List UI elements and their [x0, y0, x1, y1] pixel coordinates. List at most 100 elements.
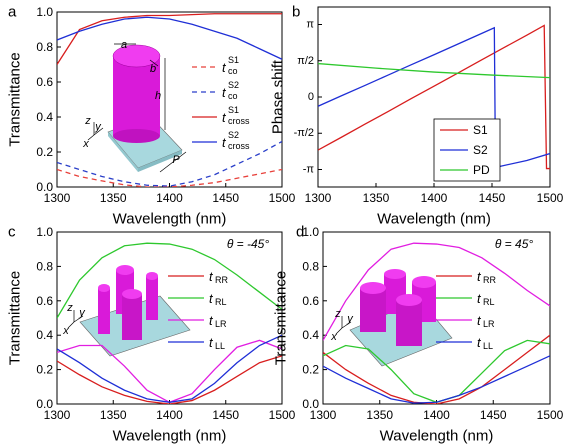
legend-entry: PD	[473, 163, 490, 177]
data-line	[57, 17, 282, 59]
legend-sup: S2	[228, 80, 239, 90]
inset-label: z	[334, 308, 341, 320]
inset-d	[336, 269, 452, 366]
x-tick-label: 1500	[269, 191, 296, 205]
data-line	[318, 64, 550, 78]
legend-name: S1	[473, 123, 488, 137]
y-tick-label: π	[306, 19, 314, 31]
x-tick-label: 1450	[480, 408, 507, 422]
legend-sub: LR	[483, 319, 495, 329]
y-axis-label: Transmittance	[7, 271, 24, 365]
y-tick-label: 0.8	[302, 259, 319, 273]
legend-name: t	[222, 60, 227, 75]
legend-name: t	[477, 291, 482, 306]
x-tick-label: 1350	[363, 191, 390, 205]
y-tick-label: 0.8	[36, 40, 53, 54]
data-line	[57, 356, 282, 404]
plot-frame	[323, 232, 550, 404]
legend-entry: S1	[473, 123, 488, 137]
legend-name: t	[222, 110, 227, 125]
y-tick-label: 1.0	[302, 225, 319, 239]
y-tick-label: 0.6	[302, 294, 319, 308]
y-tick-label: 0.4	[36, 110, 53, 124]
x-axis-label: Wavelength (nm)	[113, 428, 227, 445]
x-axis-label: Wavelength (nm)	[377, 211, 491, 228]
legend-sup: S1	[228, 105, 239, 115]
y-tick-label: 1.0	[36, 225, 53, 239]
x-tick-label: 1450	[212, 191, 239, 205]
x-tick-label: 1350	[100, 408, 127, 422]
legend-name: t	[209, 335, 214, 350]
y-tick-label: 0.0	[36, 397, 53, 411]
panel-label: b	[292, 4, 300, 21]
inset-label: b	[150, 63, 156, 75]
legend-sub: RL	[483, 297, 495, 307]
y-tick-label: 0.6	[36, 294, 53, 308]
y-tick-label: 0.2	[302, 363, 319, 377]
y-axis-label: Transmittance	[273, 271, 290, 365]
legend-name: t	[209, 291, 214, 306]
inset-label: z	[66, 302, 73, 314]
y-tick-label: 0.4	[302, 328, 319, 342]
inset-label: P	[172, 154, 180, 166]
y-tick-label: π/2	[297, 55, 314, 67]
y-axis-label: Transmittance	[7, 52, 24, 146]
x-tick-label: 1500	[269, 408, 296, 422]
y-tick-label: 0.2	[36, 363, 53, 377]
x-tick-label: 1400	[423, 408, 450, 422]
legend-sub: RR	[215, 275, 228, 285]
x-axis-label: Wavelength (nm)	[380, 428, 494, 445]
y-tick-label: 0.0	[36, 180, 53, 194]
legend-sup: S2	[228, 130, 239, 140]
legend-name: t	[222, 85, 227, 100]
data-line	[57, 340, 282, 402]
x-tick-label: 1500	[537, 191, 564, 205]
y-tick-label: 0.0	[302, 397, 319, 411]
legend-sub: RL	[215, 297, 227, 307]
legend-sub: co	[228, 91, 238, 101]
x-tick-label: 1350	[366, 408, 393, 422]
x-tick-label: 1400	[156, 408, 183, 422]
legend-entry: tcrossS2	[222, 130, 250, 151]
inset-label: x	[82, 138, 89, 150]
inset-label: y	[78, 307, 86, 319]
legend-entry: S2	[473, 143, 488, 157]
y-tick-label: 0.6	[36, 75, 53, 89]
y-tick-label: 0.2	[36, 145, 53, 159]
inset-label: x	[62, 325, 69, 337]
legend-name: t	[477, 269, 482, 284]
legend-sub: LL	[483, 341, 493, 351]
legend-sup: S1	[228, 55, 239, 65]
inset-label: x	[330, 331, 337, 343]
x-axis-label: Wavelength (nm)	[113, 211, 227, 228]
panel-label: c	[8, 224, 16, 241]
panel-label: a	[8, 4, 17, 21]
inset-label: h	[155, 90, 161, 102]
legend-name: PD	[473, 163, 490, 177]
legend-entry: tcoS1	[222, 55, 239, 76]
x-tick-label: 1450	[479, 191, 506, 205]
plot-frame	[57, 12, 282, 187]
inset-a	[88, 44, 186, 172]
y-tick-label: 1.0	[36, 5, 53, 19]
inset-label: z	[84, 115, 91, 127]
x-tick-label: 1350	[100, 191, 127, 205]
y-tick-label: 0	[308, 91, 314, 103]
legend-name: t	[477, 313, 482, 328]
inset-label: y	[346, 313, 354, 325]
legend-sub: cross	[228, 141, 250, 151]
x-tick-label: 1400	[421, 191, 448, 205]
legend-entry: tRL	[477, 291, 495, 308]
y-tick-label: -π/2	[294, 127, 314, 139]
legend-name: t	[209, 313, 214, 328]
legend-sub: RR	[483, 275, 496, 285]
legend-name: S2	[473, 143, 488, 157]
legend-sub: LL	[215, 341, 225, 351]
x-tick-label: 1300	[305, 191, 332, 205]
figure: a Wavelength (nm) Transmittance 1300 1350 140…	[0, 0, 568, 448]
